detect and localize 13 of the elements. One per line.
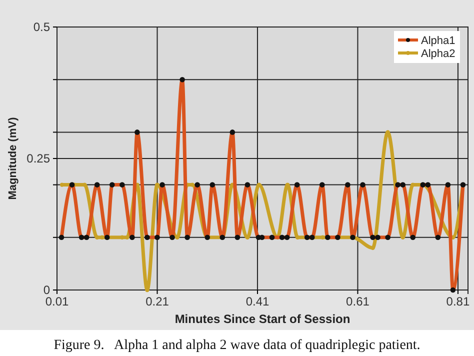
x-tick-label: 0.81 [446,294,470,309]
y-axis-title: Magnitude (mV) [7,116,19,200]
x-axis-title: Minutes Since Start of Session [174,312,350,326]
y-tick-label: 0.5 [33,20,50,34]
x-tick-label: 0.01 [45,294,69,309]
caption: Figure 9. Alpha 1 and alpha 2 wave data of quadriplegic patient. [54,338,420,353]
x-tick-label: 0.21 [146,294,170,309]
x-tick-label: 0.41 [246,294,270,309]
legend-label: Alpha1 [421,35,456,47]
y-tick-label: 0 [43,282,50,297]
legend-label: Alpha2 [421,48,456,60]
x-tick-label: 0.61 [346,294,370,309]
y-tick-label: 0.25 [26,151,50,166]
